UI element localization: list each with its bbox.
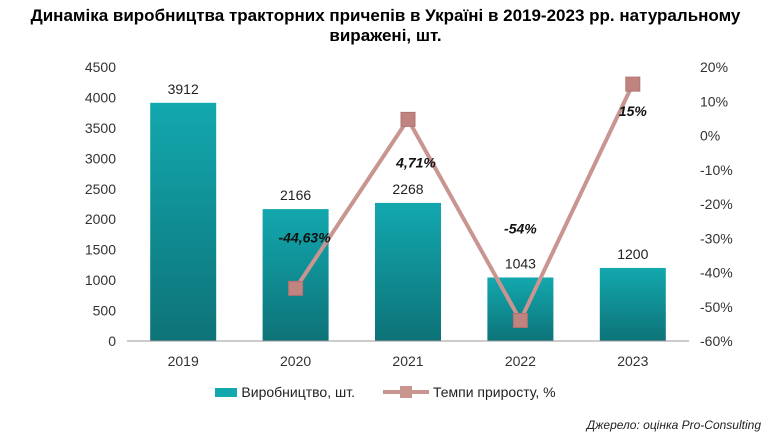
- bar-value-label: 3912: [168, 81, 199, 97]
- left-tick-label: 2500: [85, 181, 116, 197]
- left-tick-label: 4500: [85, 59, 116, 75]
- left-tick-label: 4000: [85, 89, 116, 105]
- left-tick-label: 500: [93, 303, 117, 319]
- category-tick-label: 2021: [392, 353, 423, 369]
- chart-title: Динаміка виробництва тракторних причепів…: [0, 6, 771, 46]
- bar-series: [150, 102, 666, 341]
- right-tick-label: -60%: [700, 333, 733, 349]
- right-tick-label: -20%: [700, 196, 733, 212]
- growth-marker: [625, 76, 641, 92]
- right-tick-label: -10%: [700, 162, 733, 178]
- legend-bar-swatch: [215, 387, 238, 397]
- left-tick-label: 1500: [85, 242, 116, 258]
- legend: Виробництво, шт. Темпи приросту, %: [0, 384, 771, 400]
- left-tick-label: 1000: [85, 272, 116, 288]
- bar-value-label: 1200: [617, 246, 648, 262]
- bar: [487, 277, 554, 341]
- category-tick-label: 2019: [168, 353, 199, 369]
- category-tick-label: 2020: [280, 353, 311, 369]
- growth-marker: [512, 312, 528, 328]
- growth-value-label: -54%: [504, 220, 537, 236]
- right-tick-label: 0%: [700, 128, 720, 144]
- legend-label-production: Виробництво, шт.: [241, 384, 355, 400]
- bar: [375, 202, 441, 341]
- category-axis: 2019 2020 2021 2022 2023: [127, 340, 689, 369]
- bar-labels: 3912 2166 2268 1043 1200: [168, 81, 649, 272]
- legend-item-growth: Темпи приросту, %: [382, 384, 556, 400]
- category-tick-label: 2022: [505, 353, 536, 369]
- right-tick-label: -30%: [700, 230, 733, 246]
- growth-value-label: -44,63%: [279, 229, 332, 245]
- growth-marker: [288, 280, 304, 296]
- line-series: [288, 76, 641, 328]
- left-tick-label: 0: [108, 333, 116, 349]
- bar: [262, 209, 329, 341]
- right-axis: -60% -50% -40% -30% -20% -10% 0% 10% 20%: [700, 59, 733, 349]
- legend-line-swatch: [382, 386, 429, 398]
- bar: [150, 102, 217, 341]
- left-tick-label: 3500: [85, 120, 116, 136]
- right-tick-label: -50%: [700, 299, 733, 315]
- growth-labels: -44,63% 4,71% -54% 15%: [279, 103, 648, 245]
- bar: [599, 267, 666, 341]
- growth-value-label: 4,71%: [395, 154, 436, 170]
- right-tick-label: -40%: [700, 265, 733, 281]
- legend-item-production: Виробництво, шт.: [215, 384, 355, 400]
- growth-value-label: 15%: [619, 103, 648, 119]
- bar-value-label: 2166: [280, 187, 311, 203]
- right-tick-label: 10%: [700, 93, 728, 109]
- chart-title-line-1: Динаміка виробництва тракторних причепів…: [30, 6, 741, 25]
- right-tick-label: 20%: [700, 59, 728, 75]
- source-note: Джерело: оцінка Pro-Consulting: [586, 418, 761, 432]
- left-tick-label: 2000: [85, 211, 116, 227]
- bar-value-label: 1043: [505, 255, 536, 271]
- bar-value-label: 2268: [392, 181, 423, 197]
- growth-line: [293, 83, 635, 325]
- left-axis: 0 500 1000 1500 2000 2500 3000 3500 4000 4500: [85, 59, 116, 349]
- left-tick-label: 3000: [85, 150, 116, 166]
- category-tick-label: 2023: [617, 353, 648, 369]
- growth-marker: [400, 111, 416, 127]
- chart-title-line-2: виражені, шт.: [329, 26, 442, 45]
- legend-label-growth: Темпи приросту, %: [432, 384, 556, 400]
